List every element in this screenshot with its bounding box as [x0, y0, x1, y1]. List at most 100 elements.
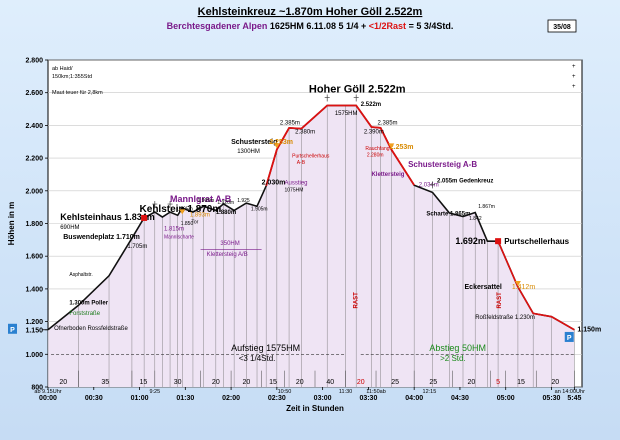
y-tick-label: 1.150: [25, 327, 43, 334]
subtitle-part: 1625HM: [270, 21, 304, 31]
annotation-label: Eckersattel: [465, 284, 502, 291]
annotation-label: 2.385m: [378, 121, 398, 127]
rast-label: RAST: [497, 292, 503, 309]
segment-minutes: 15: [139, 379, 147, 386]
annotation-label: 2.055m Gedenkreuz: [437, 179, 493, 185]
annotation-label: Schustersteig A-B: [408, 160, 477, 169]
hut-icon: [495, 238, 502, 245]
x-tick-label: 01:00: [131, 395, 149, 402]
annotation-label: 1.150m: [577, 326, 601, 333]
annotation-label: 1.815m: [164, 226, 184, 232]
annotation-label: 2.380m: [295, 130, 315, 136]
info-box-line: ab Haid/: [52, 66, 73, 72]
y-axis-label: Höhen in m: [7, 202, 16, 246]
annotation-label: 1.920m: [217, 200, 234, 206]
pass-marker-icon: [179, 209, 186, 215]
clock-mark: 10:50: [278, 389, 292, 395]
annotation-label: 1.880m: [216, 210, 236, 216]
annotation-label: 350HM: [220, 241, 239, 247]
annotation-label: Mannlscharte: [164, 235, 194, 241]
annotation-label: 1.867m: [478, 204, 495, 210]
parking-icon: [8, 323, 17, 334]
info-box-line: Maut teuer für 2,8km: [52, 90, 103, 96]
segment-minutes: 20: [59, 379, 67, 386]
subtitle-part: Berchtesgadener Alpen: [167, 21, 268, 31]
pass-marker-icon: [514, 280, 521, 286]
plus-marker: +: [572, 64, 576, 70]
x-tick-label: 05:00: [497, 395, 515, 402]
segment-minutes: 5: [496, 379, 500, 386]
plus-marker: +: [572, 84, 576, 90]
segment-minutes: 20: [242, 379, 250, 386]
clock-mark: 9:25: [149, 389, 160, 395]
annotation-label: Ofnerboden Rossfeldstraße: [54, 326, 128, 332]
annotation-label: A-B: [297, 160, 306, 166]
annotation-label: >2 Std.: [440, 354, 466, 363]
subtitle-part: 6.11.08: [306, 21, 336, 31]
annotation-label: 1300HM: [237, 149, 260, 155]
annotation-label: Purtschellerhaus: [292, 153, 330, 159]
segment-minutes: 35: [101, 379, 109, 386]
profile-line-summit: [265, 104, 415, 187]
annotation-label: Asphaltstr.: [69, 272, 92, 278]
parking-label: P: [10, 327, 15, 334]
badge-label: 35/08: [553, 24, 571, 31]
info-box-line: 150km;1:355Std: [52, 74, 92, 80]
annotation-label: 1.705m: [127, 244, 147, 250]
annotation-label: Tor: [191, 220, 198, 226]
hut-icon: [141, 214, 148, 221]
annotation-label: 1.412m: [512, 284, 536, 291]
y-tick-label: 1.000: [25, 352, 43, 359]
annotation-label: 2.034m: [419, 183, 439, 189]
annotation-label: 1075HM: [284, 188, 303, 194]
annotation-label: 2.253m: [390, 144, 414, 151]
segment-minutes: 25: [429, 379, 437, 386]
y-tick-label: 2.000: [25, 188, 43, 195]
annotation-label: Buswendeplatz 1.710m: [63, 234, 140, 241]
clock-mark: 11:30: [339, 389, 352, 395]
annotation-label: 1.905m: [198, 198, 215, 204]
annotation-label: Klettersteig A/B: [207, 252, 248, 258]
x-tick-label: 03:00: [314, 395, 332, 402]
plus-marker: +: [572, 74, 576, 80]
x-tick-label: 00:30: [85, 395, 103, 402]
annotation-label: Schustersteig: [231, 139, 277, 146]
y-tick-label: 1.200: [25, 319, 43, 326]
segment-minutes: 20: [551, 379, 559, 386]
info-box: ab Haid/150km;1:355Std Maut teuer für 2,8…: [52, 66, 103, 96]
annotation-label: Scharte 1.865m: [426, 211, 470, 217]
segment-minutes: 30: [174, 379, 182, 386]
annotation-label: Mannlgrat A-B: [170, 194, 232, 204]
parking-icon: [564, 331, 574, 342]
profile-area: [48, 105, 575, 387]
x-tick-label: 02:30: [268, 395, 286, 402]
annotation-label: 1.842: [469, 216, 482, 222]
y-tick-label: 2.600: [25, 90, 43, 97]
annotation-label: Hoher Göll 2.522m: [309, 84, 406, 96]
annotation-label: 1.692m: [455, 236, 486, 246]
annotation-label: Purtschellerhaus: [504, 237, 569, 246]
annotation-label: Abstieg 50HM: [429, 343, 486, 353]
y-tick-label: 2.400: [25, 123, 43, 130]
clock-mark: 12:15: [423, 389, 437, 395]
annotation-label: Ausstieg: [284, 180, 307, 186]
x-tick-label: 01:30: [176, 395, 194, 402]
segment-minutes: 15: [517, 379, 525, 386]
x-tick-label: 5:45: [567, 395, 581, 402]
segment-minutes: 40: [326, 379, 334, 386]
clock-mark: ab 9.15Uhr: [34, 389, 61, 395]
y-tick-label: 1.600: [25, 254, 43, 261]
pass-marker-icon: [273, 143, 280, 149]
y-tick-label: 800: [31, 385, 43, 392]
annotation-label: Rauchfang: [365, 146, 389, 152]
clock-mark: 11:50ab: [366, 389, 385, 395]
clock-mark: an 14:00Uhr: [555, 389, 585, 395]
annotation-label: Aufstieg 1575HM: [231, 343, 300, 353]
segment-minutes: 25: [391, 379, 399, 386]
x-tick-label: 02:00: [222, 395, 240, 402]
x-tick-label: 04:30: [451, 395, 469, 402]
annotation-label: <3 1/4Std.: [239, 354, 276, 363]
x-tick-label: 04:00: [405, 395, 423, 402]
